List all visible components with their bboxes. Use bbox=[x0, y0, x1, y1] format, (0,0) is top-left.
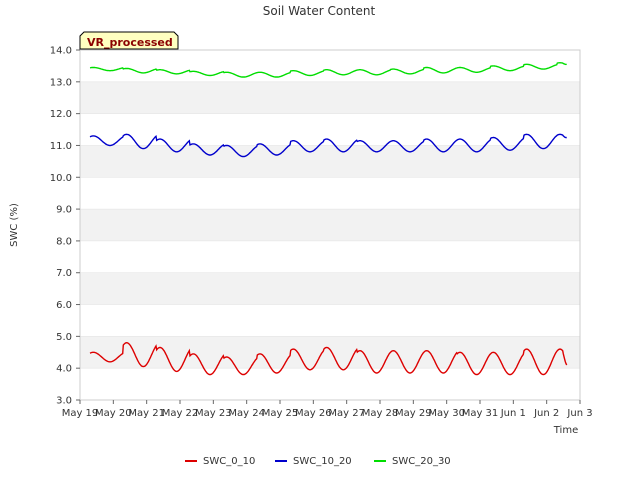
x-tick-label: May 27 bbox=[328, 408, 365, 419]
x-axis-title: Time bbox=[553, 425, 578, 436]
y-tick-label: 9.0 bbox=[56, 205, 72, 216]
y-tick-label: 8.0 bbox=[56, 236, 72, 247]
grid-band bbox=[80, 272, 580, 305]
y-axis-title: SWC (%) bbox=[9, 203, 20, 247]
y-tick-label: 11.0 bbox=[50, 141, 72, 152]
y-tick-label: 5.0 bbox=[56, 332, 72, 343]
y-tick-label: 6.0 bbox=[56, 300, 72, 311]
x-tick-label: May 19 bbox=[62, 408, 99, 419]
y-tick-label: 3.0 bbox=[56, 396, 72, 407]
y-tick-label: 4.0 bbox=[56, 364, 72, 375]
legend-item-swc_0_10: SWC_0_10 bbox=[185, 456, 255, 467]
legend: SWC_0_10 SWC_10_20 SWC_20_30 bbox=[185, 456, 451, 467]
y-axis-ticks: 3.0 4.0 5.0 6.0 7.0 8.0 9.0 10.0 11.0 12.0 13.0 14.… bbox=[50, 46, 80, 407]
series-line-swc_20_30 bbox=[89, 61, 567, 78]
legend-label: SWC_20_30 bbox=[392, 456, 451, 467]
x-tick-label: May 20 bbox=[95, 408, 132, 419]
x-tick-label: May 23 bbox=[195, 408, 232, 419]
x-tick-label: Jun 2 bbox=[533, 408, 559, 419]
grid-band bbox=[80, 209, 580, 241]
x-tick-label: May 24 bbox=[228, 408, 265, 419]
x-tick-label: May 25 bbox=[262, 408, 299, 419]
plot-frame bbox=[79, 49, 581, 401]
legend-item-swc_20_30: SWC_20_30 bbox=[374, 456, 451, 467]
x-tick-label: May 22 bbox=[162, 408, 199, 419]
x-tick-label: May 29 bbox=[395, 408, 432, 419]
legend-item-swc_10_20: SWC_10_20 bbox=[275, 456, 352, 467]
series-lines bbox=[89, 61, 568, 376]
grid-band bbox=[80, 336, 580, 369]
y-tick-label: 13.0 bbox=[50, 77, 72, 88]
x-tick-label: May 28 bbox=[362, 408, 399, 419]
badge-text: VR_processed bbox=[87, 36, 173, 49]
x-tick-label: Jun 3 bbox=[566, 408, 592, 419]
x-tick-label: May 30 bbox=[428, 408, 465, 419]
grid-bands bbox=[80, 49, 580, 401]
badge-box bbox=[79, 31, 179, 50]
series-line-swc_10_20 bbox=[89, 133, 567, 158]
y-tick-label: 10.0 bbox=[50, 173, 72, 184]
series-line-swc_0_10 bbox=[89, 341, 568, 376]
grid-band bbox=[80, 145, 580, 178]
x-tick-label: May 21 bbox=[128, 408, 165, 419]
grid-band bbox=[80, 81, 580, 114]
chart-title: Soil Water Content bbox=[263, 4, 376, 18]
x-tick-label: Jun 1 bbox=[500, 408, 526, 419]
y-tick-label: 7.0 bbox=[56, 268, 72, 279]
x-tick-label: May 31 bbox=[462, 408, 499, 419]
legend-label: SWC_10_20 bbox=[293, 456, 352, 467]
y-tick-label: 14.0 bbox=[50, 46, 72, 57]
y-tick-label: 12.0 bbox=[50, 109, 72, 120]
legend-label: SWC_0_10 bbox=[203, 456, 255, 467]
x-tick-label: May 26 bbox=[295, 408, 332, 419]
vr-processed-badge: VR_processed bbox=[79, 31, 179, 50]
